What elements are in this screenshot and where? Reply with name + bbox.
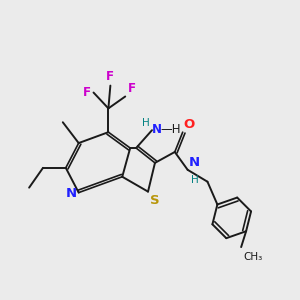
Text: F: F bbox=[106, 70, 114, 83]
Text: S: S bbox=[150, 194, 160, 207]
Text: CH₃: CH₃ bbox=[243, 252, 262, 262]
Text: N: N bbox=[189, 156, 200, 169]
Text: H: H bbox=[142, 118, 150, 128]
Text: H: H bbox=[190, 175, 198, 185]
Text: F: F bbox=[128, 82, 136, 94]
Text: F: F bbox=[82, 86, 91, 99]
Text: N: N bbox=[66, 187, 77, 200]
Text: O: O bbox=[184, 118, 195, 131]
Text: N: N bbox=[152, 123, 162, 136]
Text: —H: —H bbox=[161, 123, 182, 136]
